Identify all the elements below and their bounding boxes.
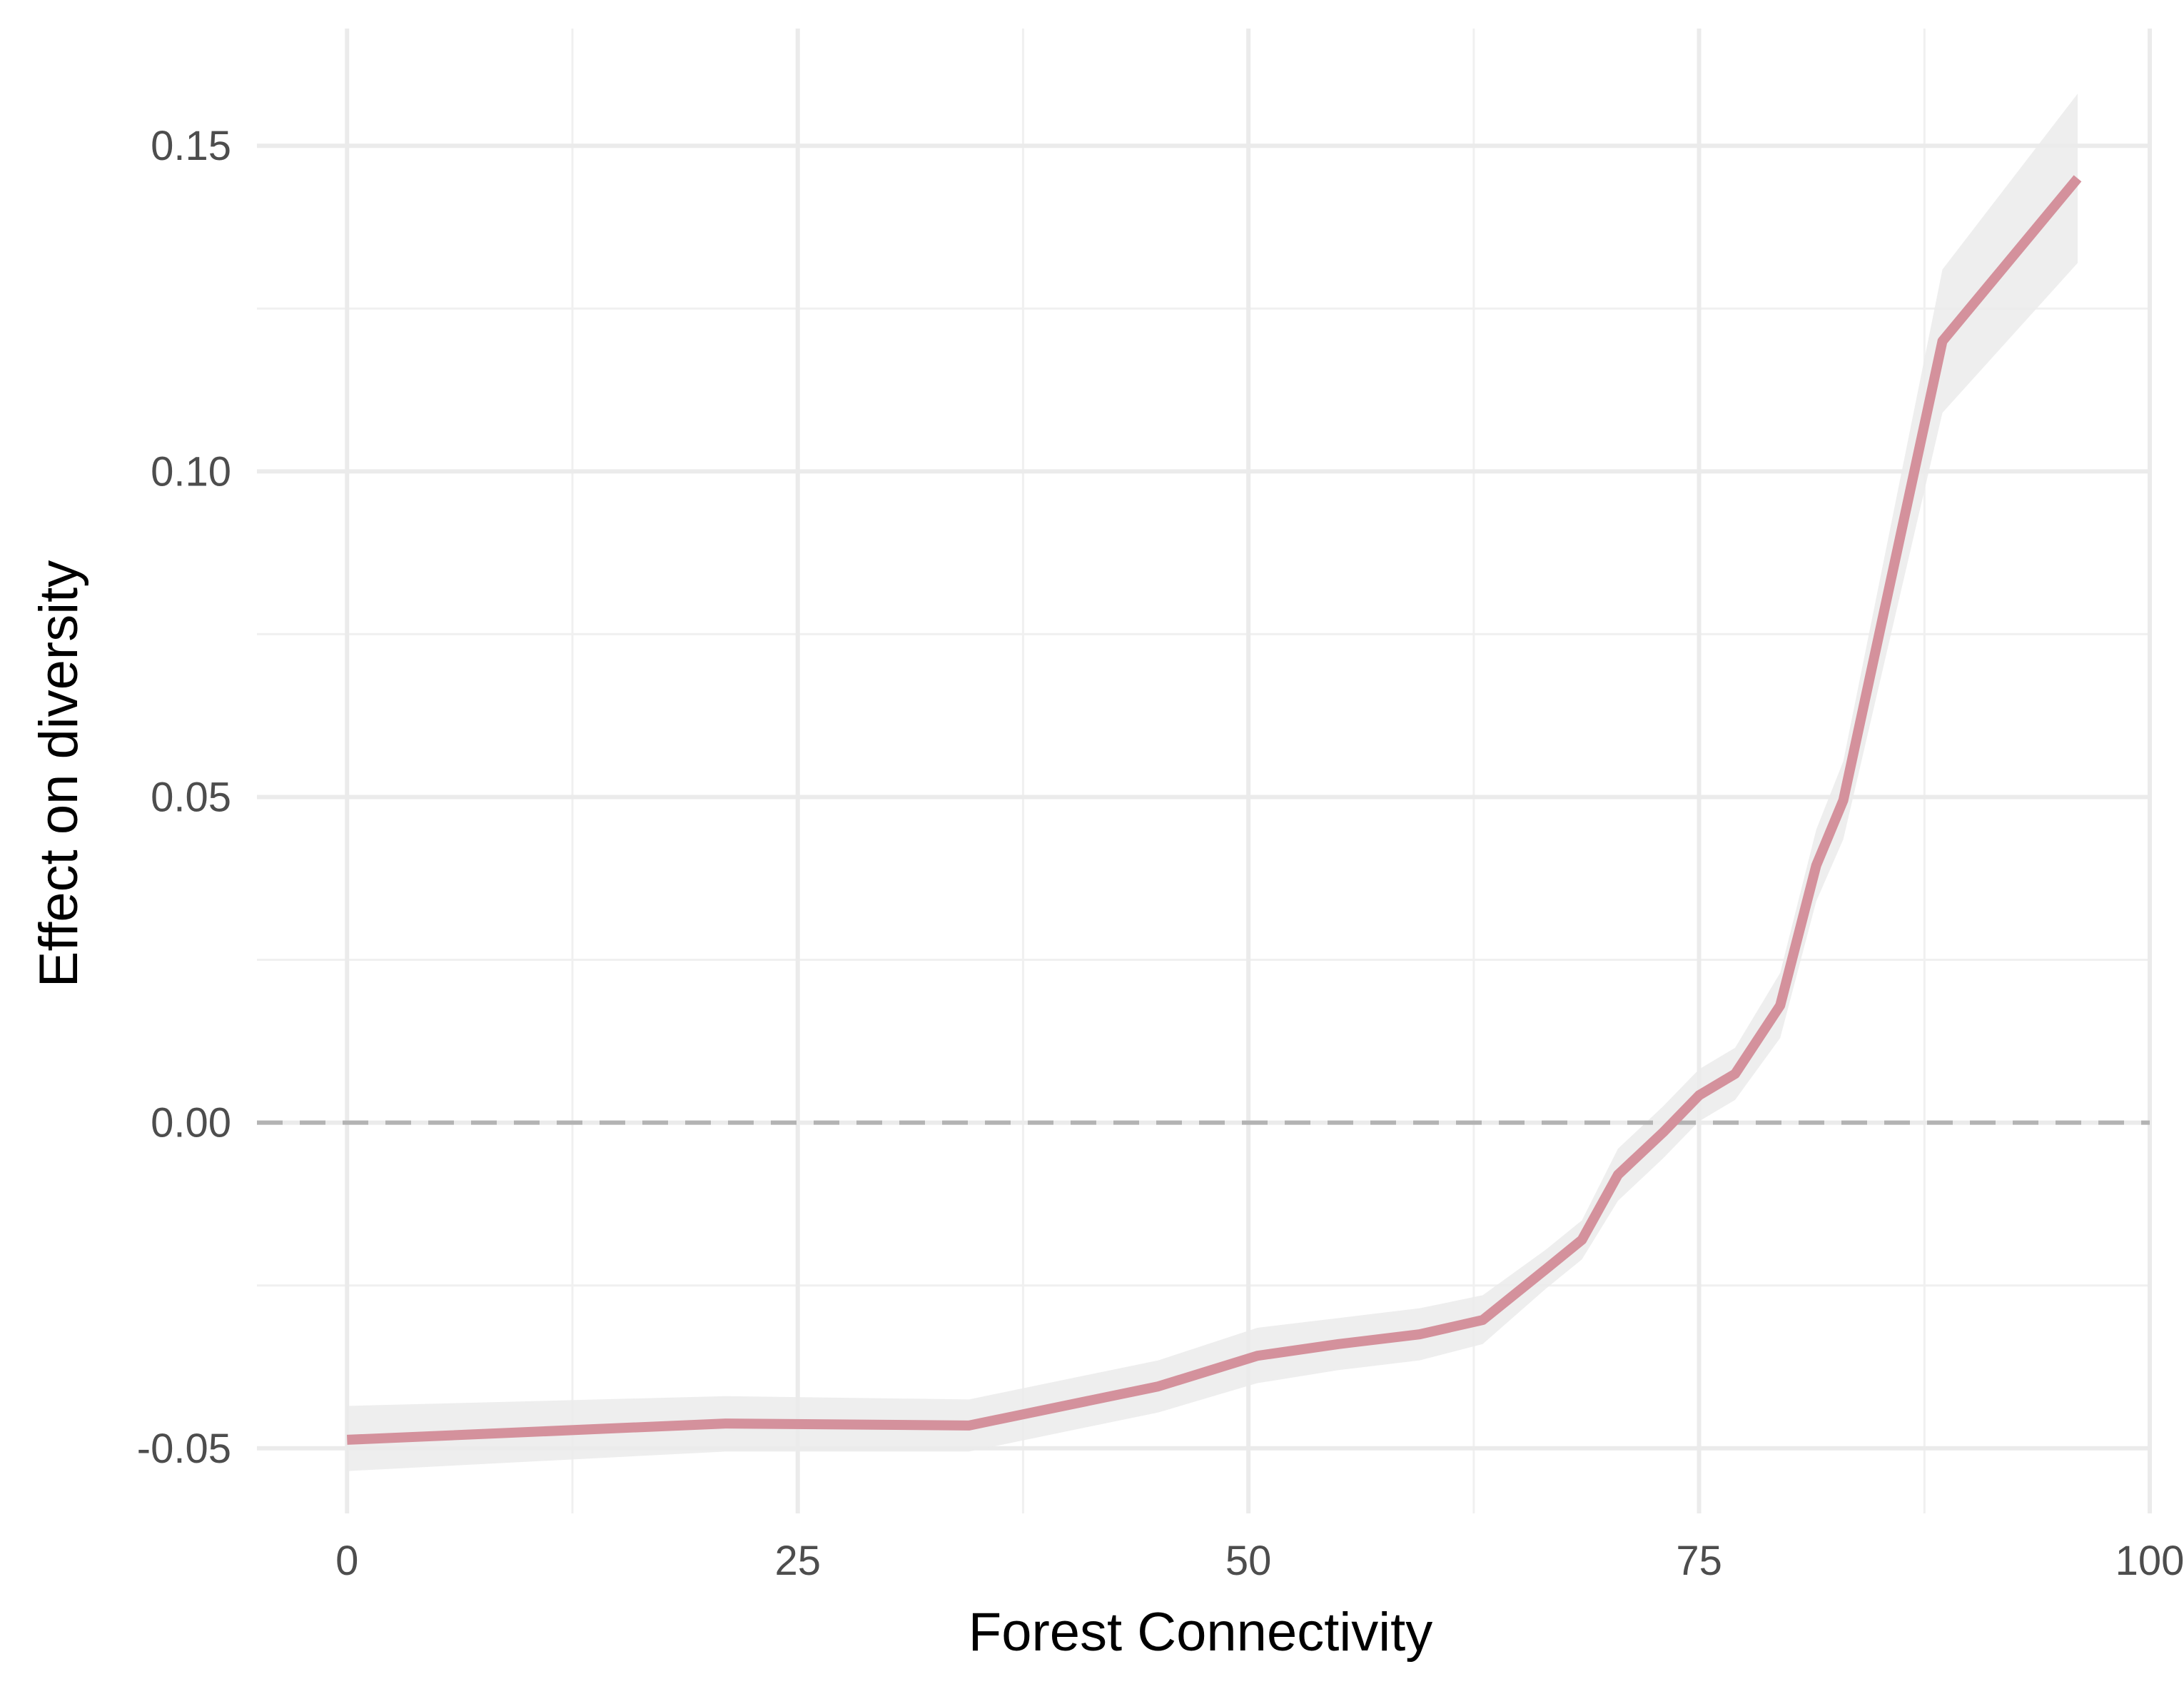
- y-tick-labels: -0.05 0.00 0.05 0.10 0.15: [137, 123, 231, 1472]
- x-tick-label: 25: [774, 1538, 821, 1584]
- y-tick-label: 0.05: [151, 774, 231, 820]
- y-tick-label: 0.15: [151, 123, 231, 169]
- x-tick-labels: 0 25 50 75 100: [335, 1538, 2184, 1584]
- confidence-ribbon: [347, 94, 2078, 1471]
- y-axis-title: Effect on diversity: [29, 560, 89, 987]
- y-tick-label: -0.05: [137, 1426, 231, 1472]
- x-axis-title: Forest Connectivity: [969, 1602, 1432, 1663]
- x-tick-label: 50: [1225, 1538, 1272, 1584]
- major-gridlines: [257, 29, 2152, 1513]
- x-tick-label: 100: [2115, 1538, 2184, 1584]
- y-tick-label: 0.00: [151, 1100, 231, 1146]
- effect-line: [346, 175, 2082, 1445]
- x-tick-label: 75: [1676, 1538, 1722, 1584]
- x-tick-label: 0: [335, 1538, 358, 1584]
- effect-line-layer: [346, 175, 2082, 1445]
- y-tick-label: 0.10: [151, 448, 231, 495]
- confidence-ribbon-layer: [347, 94, 2078, 1471]
- minor-gridlines: [257, 29, 2150, 1513]
